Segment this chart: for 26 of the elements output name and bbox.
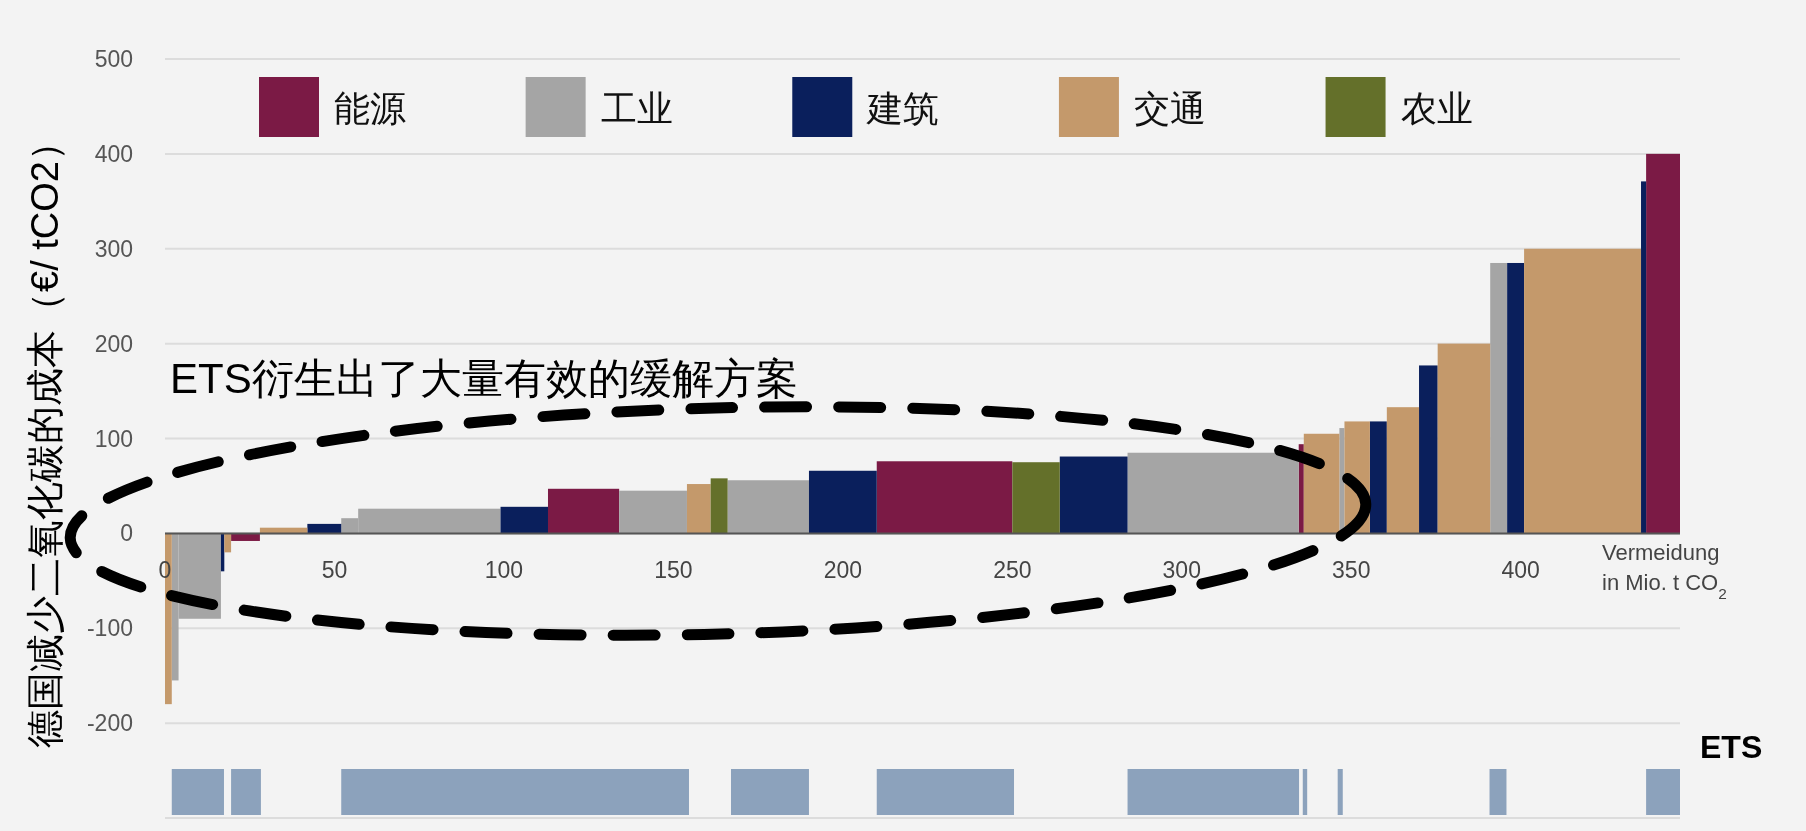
x-tick-label: 400: [1501, 557, 1540, 584]
y-tick-label: 500: [94, 46, 133, 72]
legend-label: 建筑: [866, 88, 940, 129]
x-tick-label: 250: [993, 557, 1032, 584]
y-tick-label: 100: [94, 425, 133, 452]
x-tick-label: 0: [158, 557, 172, 584]
x-tick-label: 50: [321, 557, 348, 584]
legend-label: 工业: [600, 88, 673, 129]
band-label: ETS: [1700, 729, 1763, 765]
y-tick-label: -100: [86, 615, 133, 642]
x-axis-title: Vermeidung in Mio. t CO$_{2}$: [1602, 540, 1727, 602]
y-tick-label: 200: [94, 330, 133, 357]
legend-label: 农业: [1400, 88, 1473, 129]
legend-label: 能源: [334, 88, 406, 129]
x-tick-label: 100: [484, 557, 524, 584]
y-tick-label: 0: [120, 520, 133, 547]
legend-label: 交通: [1133, 88, 1206, 129]
x-tick-label: 200: [823, 557, 863, 584]
y-tick-label: 300: [94, 235, 133, 262]
y-axis-title: 德国减少二氧化碳的成本（€/ tCO2）: [24, 123, 67, 748]
annotation: ETS衍生出了大量有效的缓解方案: [170, 355, 798, 403]
x-tick-label: 350: [1332, 557, 1371, 584]
x-tick-label: 150: [654, 557, 693, 584]
x-tick-label: 300: [1162, 557, 1201, 584]
y-tick-label: 400: [94, 140, 133, 167]
y-tick-label: -200: [86, 710, 133, 737]
